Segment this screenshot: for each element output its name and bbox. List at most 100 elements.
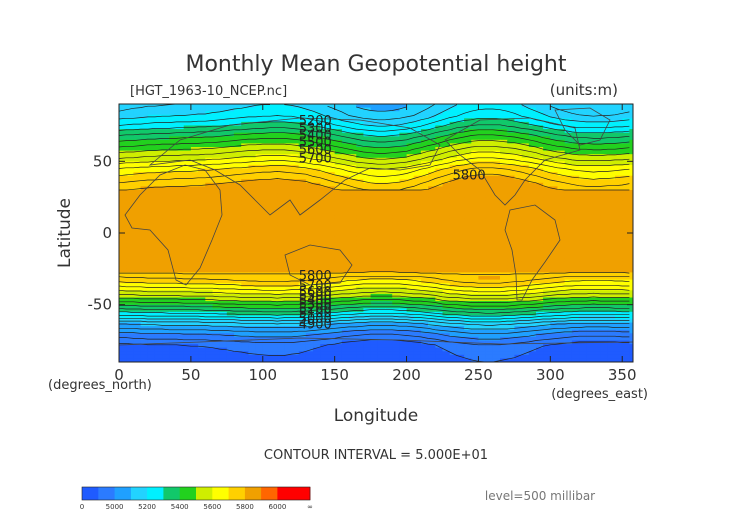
heat-cell — [277, 143, 285, 148]
heat-cell — [550, 340, 559, 345]
heat-cell — [485, 315, 494, 320]
heat-cell — [183, 172, 192, 177]
heat-cell — [226, 114, 235, 119]
heat-cell — [190, 182, 199, 187]
heat-cell — [169, 233, 178, 238]
heat-cell — [377, 336, 386, 342]
heat-cell — [600, 250, 609, 256]
heat-cell — [140, 290, 149, 295]
heat-cell — [349, 283, 357, 288]
heat-cell — [291, 322, 300, 327]
heat-cell — [406, 129, 415, 134]
heat-cell — [234, 297, 242, 302]
heat-cell — [234, 261, 242, 266]
heat-cell — [298, 329, 307, 334]
heat-cell — [226, 179, 235, 184]
heat-cell — [464, 233, 472, 238]
heat-cell — [471, 243, 480, 248]
heat-cell — [219, 265, 228, 270]
heat-cell — [248, 190, 257, 195]
heat-cell — [492, 247, 501, 252]
heat-cell — [270, 233, 278, 238]
heat-cell — [126, 111, 134, 116]
heat-cell — [349, 265, 357, 270]
heat-cell — [169, 150, 178, 155]
heat-cell — [607, 344, 616, 349]
heat-cell — [154, 247, 163, 252]
heat-cell — [385, 164, 393, 170]
heat-cell — [270, 308, 278, 313]
heat-cell — [241, 347, 249, 352]
heat-cell — [492, 197, 501, 202]
heat-cell — [248, 247, 257, 252]
heat-cell — [154, 132, 163, 137]
heat-cell — [169, 297, 178, 302]
heat-cell — [241, 207, 249, 213]
heat-cell — [262, 301, 271, 306]
heat-cell — [471, 190, 480, 195]
heat-cell — [234, 258, 242, 263]
heat-cell — [564, 164, 573, 170]
heat-cell — [363, 233, 372, 238]
heat-cell — [464, 197, 472, 202]
heat-cell — [442, 190, 451, 195]
heat-cell — [334, 154, 343, 159]
heat-cell — [406, 229, 415, 234]
heat-cell — [442, 229, 451, 234]
heat-cell — [442, 225, 451, 230]
heat-cell — [334, 118, 343, 123]
heat-cell — [385, 308, 393, 313]
heat-cell — [528, 265, 537, 270]
heat-cell — [334, 121, 343, 127]
heat-cell — [492, 344, 501, 349]
heat-cell — [435, 240, 444, 245]
heat-cell — [507, 304, 515, 309]
heat-cell — [471, 197, 480, 202]
heat-cell — [478, 236, 487, 241]
heat-cell — [277, 147, 285, 152]
heat-cell — [442, 168, 451, 173]
heat-cell — [162, 111, 170, 116]
heat-cell — [140, 351, 149, 356]
heat-cell — [406, 344, 415, 349]
heat-cell — [262, 290, 271, 295]
heat-cell — [190, 139, 199, 144]
heat-cell — [500, 319, 508, 324]
heat-cell — [500, 254, 508, 259]
heat-cell — [629, 304, 633, 309]
heat-cell — [521, 304, 530, 309]
heat-cell — [363, 225, 372, 230]
heat-cell — [492, 261, 501, 266]
heat-cell — [435, 121, 444, 127]
heat-cell — [147, 254, 156, 259]
heat-cell — [536, 211, 544, 216]
heat-cell — [471, 250, 480, 256]
heat-cell — [622, 147, 630, 152]
heat-cell — [349, 147, 357, 152]
heat-cell — [212, 333, 221, 338]
heat-cell — [385, 125, 393, 130]
heat-cell — [363, 139, 372, 144]
heat-cell — [399, 164, 408, 170]
heat-cell — [270, 293, 278, 299]
heat-cell — [341, 211, 350, 216]
heat-cell — [579, 143, 587, 148]
heat-cell — [262, 139, 271, 144]
heat-cell — [406, 172, 415, 177]
heat-cell — [349, 179, 357, 184]
heat-cell — [464, 207, 472, 213]
heat-cell — [133, 197, 142, 202]
heat-cell — [579, 154, 587, 159]
heat-cell — [140, 207, 149, 213]
heat-cell — [485, 218, 494, 223]
heat-cell — [514, 240, 523, 245]
heat-cell — [284, 311, 293, 316]
heat-cell — [377, 193, 386, 198]
heat-cell — [298, 290, 307, 295]
heat-cell — [492, 304, 501, 309]
heat-cell — [219, 222, 228, 227]
heat-cell — [622, 258, 630, 263]
heat-cell — [629, 340, 633, 345]
heat-cell — [420, 258, 429, 263]
heat-cell — [298, 336, 307, 342]
